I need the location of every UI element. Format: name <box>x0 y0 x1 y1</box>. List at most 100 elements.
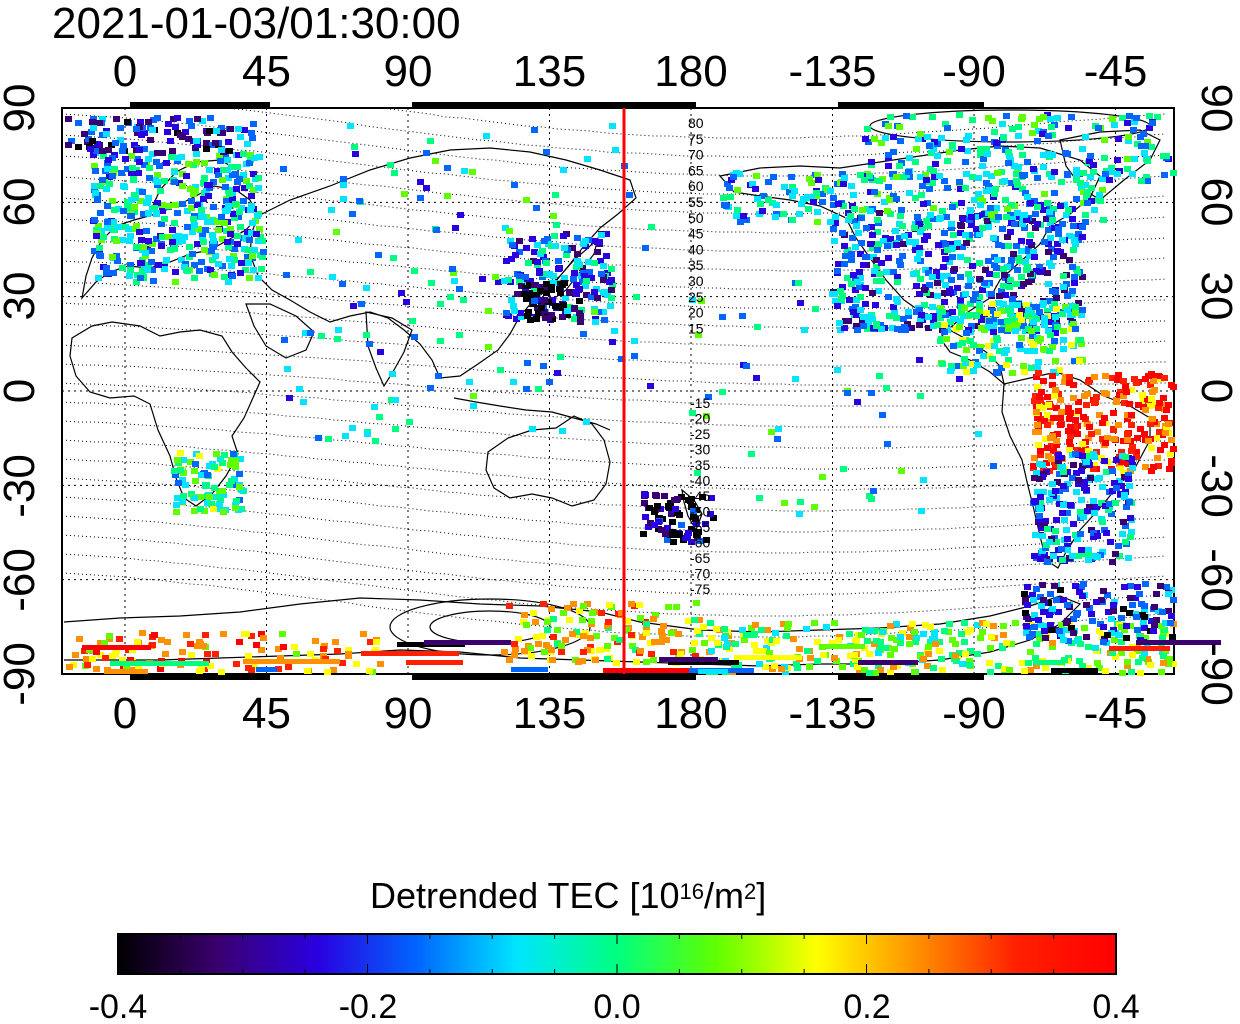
tec-pixel <box>1029 333 1036 339</box>
tec-pixel <box>1091 207 1098 213</box>
tec-pixel <box>138 132 145 138</box>
tec-pixel <box>1159 609 1166 615</box>
tec-pixel <box>749 181 756 187</box>
tec-pixel <box>782 669 789 675</box>
tec-pixel <box>81 131 88 137</box>
tec-pixel <box>1142 143 1149 149</box>
tec-pixel <box>159 234 166 240</box>
tec-pixel <box>241 185 248 191</box>
contour-label: 65 <box>688 162 704 178</box>
tec-pixel <box>158 221 165 227</box>
tec-pixel <box>1118 449 1125 455</box>
contour-line <box>61 134 1167 196</box>
tec-pixel <box>248 667 255 673</box>
tec-pixel <box>1085 448 1092 454</box>
tec-pixel <box>1127 515 1134 521</box>
tec-pixel <box>1086 504 1093 510</box>
tec-pixel <box>534 242 541 248</box>
tec-pixel <box>153 159 160 165</box>
tec-pixel <box>1074 536 1081 542</box>
tec-pixel <box>677 651 684 657</box>
tec-pixel <box>596 647 603 653</box>
tec-pixel <box>988 634 995 640</box>
tec-pixel <box>258 266 265 272</box>
tec-pixel <box>149 642 156 648</box>
tec-pixel <box>131 192 138 198</box>
tec-pixel <box>260 249 267 255</box>
tec-pixel <box>694 470 701 476</box>
tec-pixel <box>963 369 970 375</box>
tec-pixel <box>523 296 530 302</box>
tec-pixel <box>1083 402 1090 408</box>
tec-pixel <box>1126 610 1133 616</box>
tec-pixel <box>206 167 213 173</box>
tec-pixel <box>161 216 168 222</box>
tec-pixel <box>1055 452 1062 458</box>
tec-pixel <box>949 204 956 210</box>
top-longitude-ticks: 0 45 90 135 180 -135 -90 -45 <box>113 47 1148 96</box>
tec-pixel <box>1059 557 1066 563</box>
tec-pixel <box>606 602 613 608</box>
tec-pixel <box>743 217 750 223</box>
tec-pixel <box>1091 454 1098 460</box>
tec-pixel <box>1082 134 1089 140</box>
tec-pixel <box>978 325 985 331</box>
contour-label: -65 <box>690 550 710 566</box>
tec-pixel <box>1140 398 1147 404</box>
tec-pixel <box>849 235 856 241</box>
tec-pixel <box>676 512 683 518</box>
tec-pixel <box>1124 659 1131 665</box>
tec-pixel <box>183 173 190 179</box>
tec-pixel <box>545 299 552 305</box>
tec-pixel <box>559 314 566 320</box>
tec-pixel <box>1053 539 1060 545</box>
tec-pixel <box>992 186 999 192</box>
tec-pixel <box>209 232 216 238</box>
tec-pixel <box>388 397 395 403</box>
tec-pixel <box>1059 221 1066 227</box>
contour-label: 75 <box>688 131 704 147</box>
tec-pixel <box>1049 606 1056 612</box>
tec-pixel <box>334 336 341 342</box>
tec-pixel <box>1163 426 1170 432</box>
tec-pixel <box>874 229 881 235</box>
tec-pixel <box>930 665 937 671</box>
tec-pixel <box>942 256 949 262</box>
tec-pixel <box>894 663 901 669</box>
tec-pixel <box>216 153 223 159</box>
tec-pixel <box>899 223 906 229</box>
tec-pixel <box>924 134 931 140</box>
tec-pixel <box>960 216 967 222</box>
tec-pixel <box>898 207 905 213</box>
tec-pixel <box>885 294 892 300</box>
tec-pixel <box>853 323 860 329</box>
tec-pixel <box>929 274 936 280</box>
tec-pixel <box>184 224 191 230</box>
tec-pixel <box>930 313 937 319</box>
tec-pixel <box>966 232 973 238</box>
tec-pixel <box>921 237 928 243</box>
tec-pixel <box>592 319 599 325</box>
tec-pixel <box>1074 270 1081 276</box>
tec-pixel <box>492 274 499 280</box>
tec-pixel <box>977 152 984 158</box>
tec-pixel <box>941 322 948 328</box>
tec-pixel <box>506 603 513 609</box>
tec-pixel <box>411 334 418 340</box>
tec-pixel <box>1059 237 1066 243</box>
tec-pixel <box>898 468 905 474</box>
tec-pixel <box>1154 455 1161 461</box>
tec-pixel <box>285 664 292 670</box>
tec-pixel <box>958 310 965 316</box>
tec-pixel <box>926 282 933 288</box>
tec-pixel <box>175 239 182 245</box>
tec-pixel <box>646 505 653 511</box>
tec-pixel <box>533 205 540 211</box>
tec-pixel <box>976 276 983 282</box>
tec-pixel <box>527 645 534 651</box>
tec-pixel <box>200 180 207 186</box>
tec-pixel <box>1053 306 1060 312</box>
tec-pixel <box>103 131 110 137</box>
tec-pixel <box>1051 190 1058 196</box>
x-tick-label: 90 <box>384 47 433 96</box>
